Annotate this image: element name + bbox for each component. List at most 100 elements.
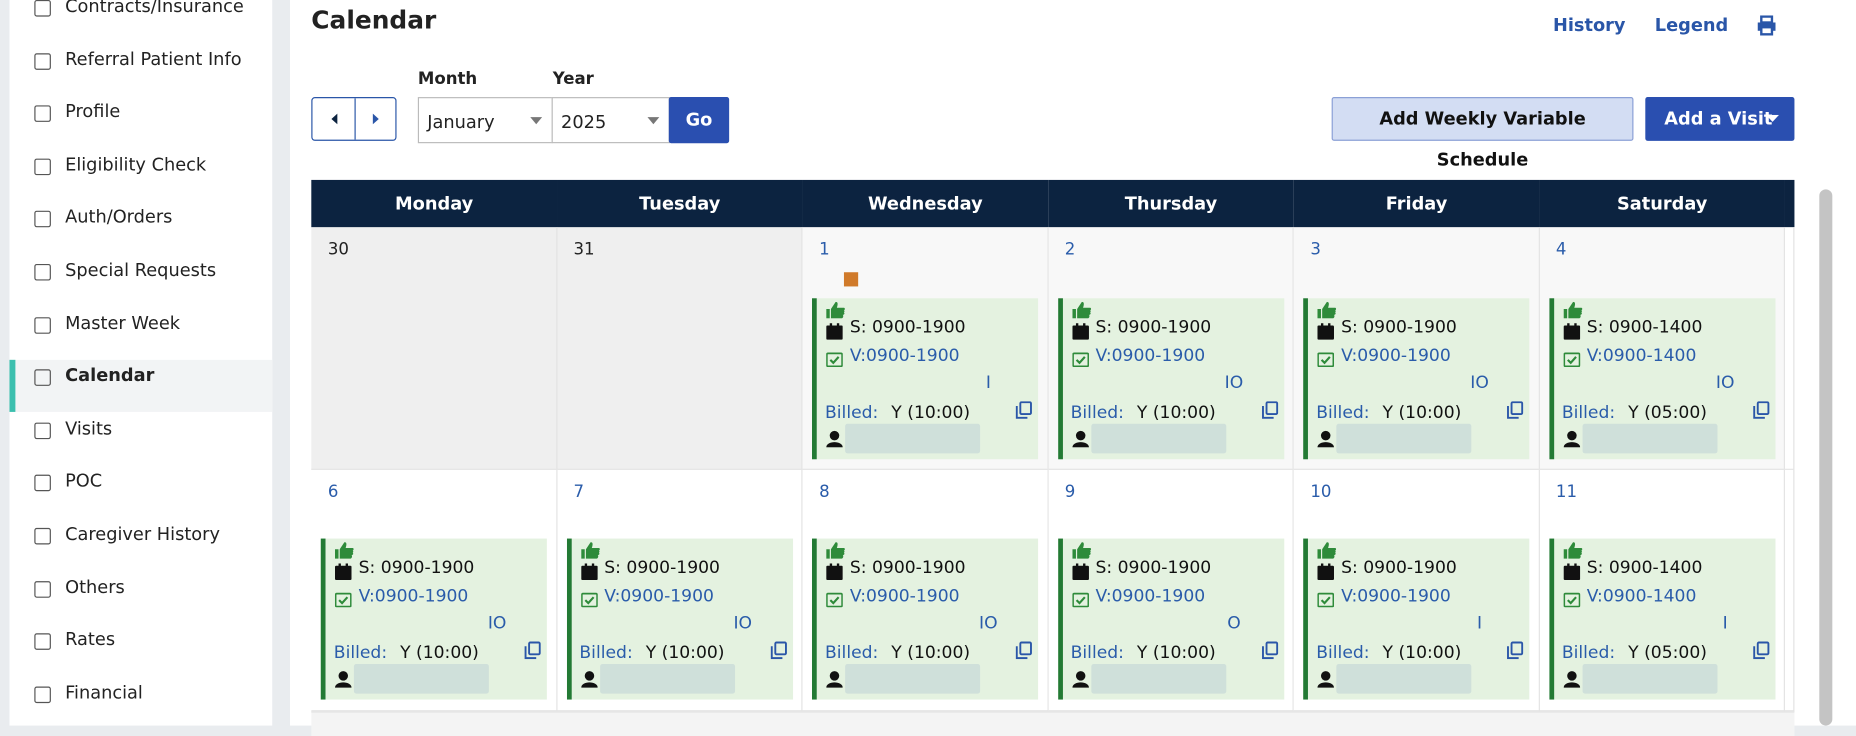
caregiver-icon bbox=[334, 671, 352, 688]
billed-label: Billed: bbox=[1316, 643, 1370, 663]
sidebar-item[interactable]: Others bbox=[9, 571, 272, 623]
go-button[interactable]: Go bbox=[668, 97, 730, 144]
month-select[interactable]: January bbox=[417, 97, 553, 144]
caregiver-name bbox=[1090, 423, 1226, 454]
caregiver-icon bbox=[826, 430, 843, 448]
day-number: 1 bbox=[819, 240, 830, 260]
day-cell[interactable]: 11 S: 0900-1400 V:0900-1400 I Billed: Y (05:0… bbox=[1539, 469, 1785, 712]
print-icon[interactable] bbox=[1757, 15, 1777, 36]
sidebar-item[interactable]: Caregiver History bbox=[9, 518, 272, 570]
sidebar-item[interactable]: Calendar bbox=[9, 360, 273, 413]
day-number: 4 bbox=[1555, 240, 1567, 260]
billed-label: Billed: bbox=[1070, 403, 1124, 423]
copy-icon[interactable] bbox=[1507, 641, 1524, 660]
visit-card[interactable]: S: 0900-1900 V:0900-1900 I Billed: Y (10:00) bbox=[811, 298, 1039, 460]
prev-next[interactable] bbox=[312, 98, 395, 140]
day-cell[interactable]: 2 S: 0900-1900 V:0900-1900 IO Billed: Y (10:0… bbox=[1048, 227, 1294, 470]
visit-card[interactable]: S: 0900-1900 V:0900-1900 O Billed: Y (10:00) bbox=[1057, 538, 1284, 700]
day-number: 31 bbox=[573, 240, 595, 260]
verified-time: V:0900-1400 bbox=[1586, 346, 1697, 366]
sidebar-label: POC bbox=[65, 470, 103, 492]
copy-icon[interactable] bbox=[1752, 641, 1769, 660]
day-number: 30 bbox=[327, 240, 349, 260]
day-number: 3 bbox=[1310, 240, 1321, 260]
visit-card[interactable]: S: 0900-1900 V:0900-1900 IO Billed: Y (10:00… bbox=[1057, 298, 1284, 460]
visit-button[interactable]: Add a Visit bbox=[1645, 97, 1795, 141]
billed-value: Y (05:00) bbox=[1628, 403, 1707, 423]
sidebar-item[interactable]: Special Requests bbox=[9, 254, 272, 306]
visit-card[interactable]: S: 0900-1400 V:0900-1400 I Billed: Y (05:00) bbox=[1548, 538, 1775, 700]
day-cell[interactable]: 6 S: 0900-1900 V:0900-1900 IO Billed: Y (10:0… bbox=[311, 469, 557, 712]
caregiver-icon bbox=[826, 671, 843, 688]
approved-icon bbox=[1563, 301, 1582, 319]
sidebar-label: Auth/Orders bbox=[65, 206, 173, 228]
approved-icon bbox=[826, 542, 845, 559]
day-cell[interactable]: 1 S: 0900-1900 V:0900-1900 I Billed: Y (10:00… bbox=[802, 227, 1049, 470]
sidebar-item[interactable]: Financial bbox=[9, 677, 272, 729]
sidebar-icon bbox=[34, 316, 51, 334]
copy-icon[interactable] bbox=[524, 641, 541, 660]
history-link[interactable]: History bbox=[1552, 14, 1626, 36]
visit-card[interactable]: S: 0900-1900 V:0900-1900 IO Billed: Y (10:00… bbox=[1303, 298, 1530, 460]
day-cell[interactable]: 7 S: 0900-1900 V:0900-1900 IO Billed: Y (10:0… bbox=[556, 469, 803, 712]
day-cell[interactable]: 3 S: 0900-1900 V:0900-1900 IO Billed: Y (10:0… bbox=[1293, 227, 1540, 470]
verified-icon bbox=[1071, 352, 1089, 367]
schedule-icon bbox=[1563, 563, 1580, 580]
caregiver-name bbox=[1336, 664, 1472, 694]
day-cell[interactable]: 31 bbox=[556, 227, 803, 470]
copy-icon[interactable] bbox=[1015, 641, 1033, 660]
caregiver-name bbox=[1581, 664, 1717, 694]
sidebar-icon bbox=[34, 0, 51, 17]
schedule-time: S: 0900-1400 bbox=[1586, 558, 1703, 578]
year-select[interactable]: 2025 bbox=[551, 97, 670, 144]
copy-icon[interactable] bbox=[1261, 641, 1278, 660]
billed-label: Billed: bbox=[1316, 403, 1370, 423]
sidebar-item[interactable]: Eligibility Check bbox=[9, 149, 272, 201]
schedule-time: S: 0900-1400 bbox=[1586, 318, 1703, 338]
copy-icon[interactable] bbox=[1507, 401, 1524, 419]
day-number: 2 bbox=[1064, 240, 1076, 260]
sidebar-icon bbox=[34, 369, 51, 387]
sidebar-label: Rates bbox=[65, 628, 116, 651]
visit-code: IO bbox=[1715, 374, 1735, 393]
visit-card[interactable]: S: 0900-1900 V:0900-1900 IO Billed: Y (10:00… bbox=[811, 538, 1039, 700]
sidebar-item[interactable]: POC bbox=[9, 466, 272, 518]
day-cell[interactable]: 30 bbox=[311, 227, 557, 470]
sidebar-item[interactable]: Rates bbox=[9, 624, 272, 676]
visit-card[interactable]: S: 0900-1900 V:0900-1900 I Billed: Y (10:00) bbox=[1303, 538, 1530, 700]
day-number: 7 bbox=[573, 482, 585, 502]
sidebar-item[interactable]: Profile bbox=[9, 96, 272, 148]
sidebar-label: Visits bbox=[65, 417, 113, 439]
sidebar-item[interactable]: Auth/Orders bbox=[9, 202, 272, 254]
day-cell[interactable]: 4 S: 0900-1400 V:0900-1400 IO Billed: Y (05:0… bbox=[1539, 227, 1785, 470]
schedule-time: S: 0900-1900 bbox=[1341, 558, 1457, 578]
day-number: 8 bbox=[819, 482, 830, 502]
verified-time: V:0900-1900 bbox=[1341, 346, 1451, 366]
visit-code: I bbox=[985, 374, 991, 393]
legend-link[interactable]: Legend bbox=[1654, 14, 1729, 36]
caregiver-name bbox=[1581, 423, 1717, 454]
schedule-icon bbox=[826, 563, 843, 580]
weekday-header: Monday bbox=[311, 179, 557, 228]
visit-card[interactable]: S: 0900-1400 V:0900-1400 IO Billed: Y (05:00… bbox=[1548, 298, 1775, 460]
day-cell[interactable]: 8 S: 0900-1900 V:0900-1900 IO Billed: Y (10:0… bbox=[802, 469, 1049, 712]
day-cell[interactable]: 10 S: 0900-1900 V:0900-1900 I Billed: Y (10:0… bbox=[1293, 469, 1540, 712]
sidebar-item[interactable]: Contracts/Insurance bbox=[9, 0, 272, 43]
schedule-button[interactable]: Add Weekly Variable Schedule bbox=[1331, 97, 1634, 170]
copy-icon[interactable] bbox=[1261, 401, 1278, 419]
copy-icon[interactable] bbox=[770, 641, 787, 660]
verified-time: V:0900-1900 bbox=[1095, 346, 1206, 366]
copy-icon[interactable] bbox=[1752, 401, 1769, 419]
calendar: Monday Tuesday Wednesday Thursday Friday Satu… bbox=[311, 179, 1795, 736]
visit-card[interactable]: S: 0900-1900 V:0900-1900 IO Billed: Y (10:00… bbox=[566, 538, 793, 700]
copy-icon[interactable] bbox=[1015, 401, 1033, 419]
sidebar-item[interactable]: Visits bbox=[9, 413, 272, 465]
visit-card[interactable]: S: 0900-1900 V:0900-1900 IO Billed: Y (10:00… bbox=[320, 538, 547, 700]
sidebar-item[interactable]: Master Week bbox=[9, 307, 272, 359]
verified-time: V:0900-1900 bbox=[358, 587, 469, 607]
verified-icon bbox=[826, 592, 843, 608]
sidebar-item[interactable]: Referral Patient Info bbox=[9, 43, 272, 95]
month-value: January bbox=[427, 111, 495, 133]
day-cell[interactable]: 9 S: 0900-1900 V:0900-1900 O Billed: Y (10:00… bbox=[1048, 469, 1294, 712]
